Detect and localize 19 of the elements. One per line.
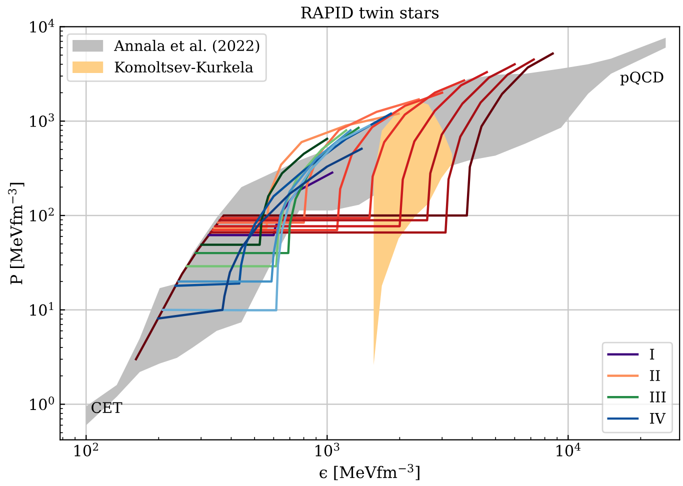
annotation: CET bbox=[92, 402, 122, 414]
y-axis-title: P [MeVfm$^{−3}$] bbox=[8, 182, 24, 284]
legend-label: III bbox=[650, 392, 666, 402]
y-tick-label: 10$^{1}$ bbox=[30, 302, 54, 316]
x-tick-label: 10$^{2}$ bbox=[74, 442, 98, 456]
legend-label: IV bbox=[650, 413, 666, 424]
x-axis-title: ϵ [MeVfm$^{−3}$] bbox=[320, 464, 420, 480]
y-tick-label: 10$^{0}$ bbox=[30, 396, 54, 410]
legend-label: I bbox=[650, 348, 654, 360]
y-tick-label: 10$^{3}$ bbox=[30, 113, 54, 128]
x-tick-label: 10$^{3}$ bbox=[316, 442, 340, 456]
legend-label: Komoltsev-Kurkela bbox=[114, 61, 254, 73]
x-tick-label: 10$^{4}$ bbox=[556, 442, 581, 456]
y-tick-label: 10$^{4}$ bbox=[30, 18, 54, 33]
chart-title: RAPID twin stars bbox=[301, 6, 439, 19]
y-tick-label: 10$^{2}$ bbox=[30, 208, 54, 222]
annotation: pQCD bbox=[620, 72, 664, 86]
legend-label: Annala et al. (2022) bbox=[114, 40, 260, 54]
legend-label: II bbox=[650, 370, 660, 381]
